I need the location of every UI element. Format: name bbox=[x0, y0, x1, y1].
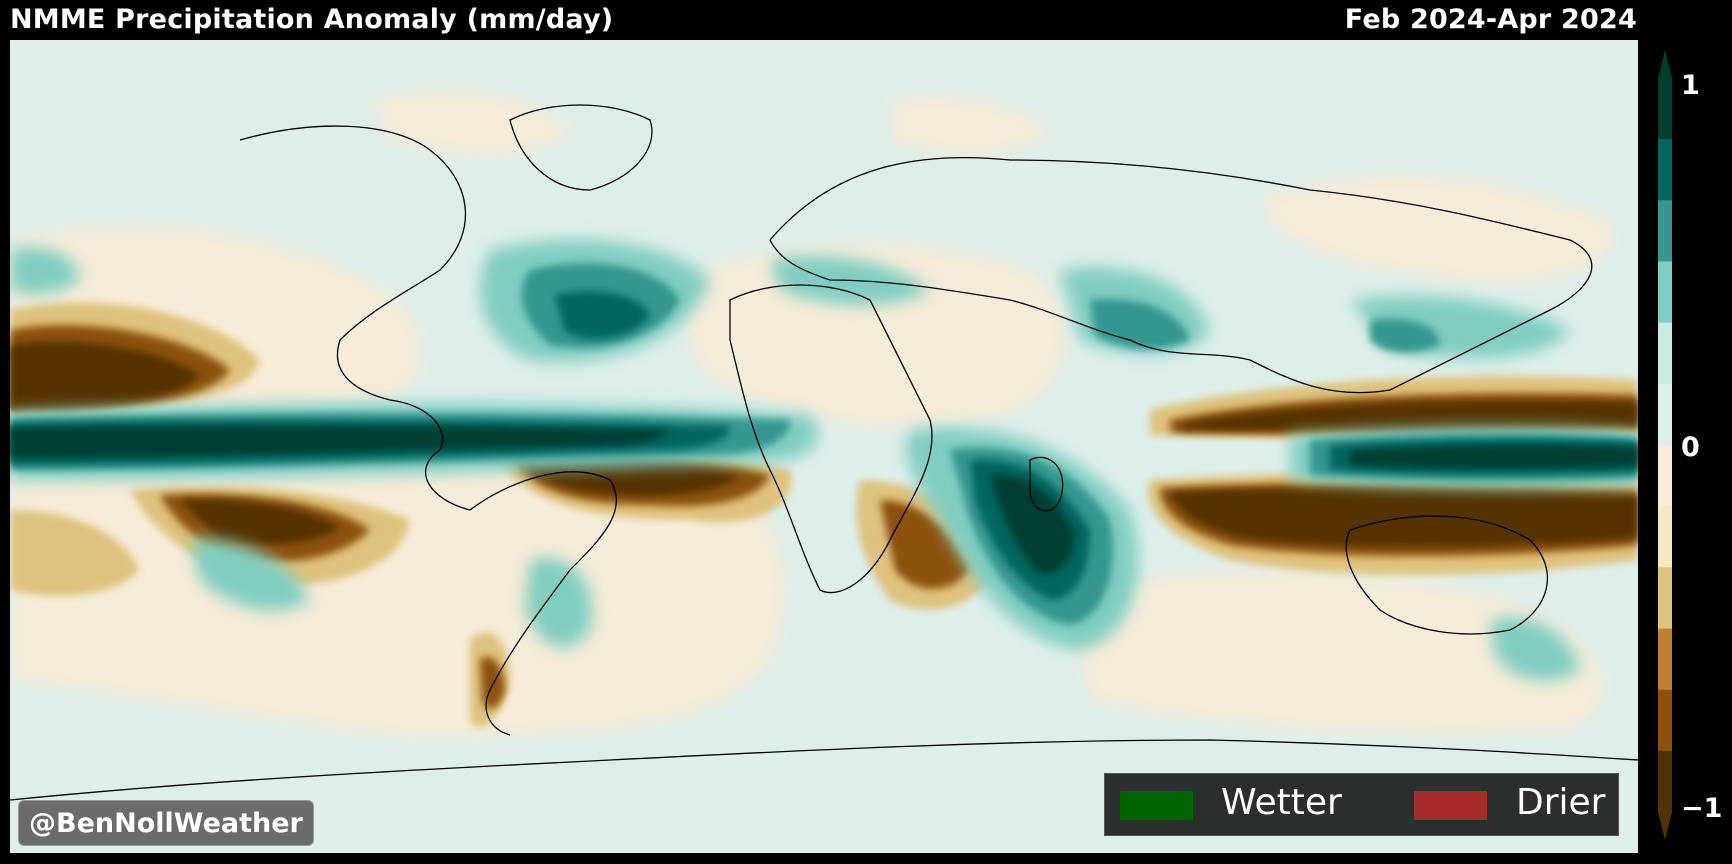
colorbar-segment bbox=[1658, 689, 1672, 752]
colorbar-segment bbox=[1658, 567, 1672, 629]
wet-extreme-region bbox=[10, 425, 1638, 574]
map-title: NMME Precipitation Anomaly (mm/day) bbox=[10, 4, 614, 35]
colorbar-tick-min: −1 bbox=[1681, 793, 1723, 824]
colorbar-segment bbox=[1658, 628, 1672, 691]
wetter-label: Wetter bbox=[1221, 782, 1342, 823]
colorbar-extend-top bbox=[1658, 50, 1672, 78]
legend-box: Wetter Drier bbox=[1104, 773, 1619, 836]
colorbar-segment bbox=[1658, 139, 1672, 201]
colorbar-segment bbox=[1658, 445, 1672, 507]
colorbar-tick-zero: 0 bbox=[1681, 432, 1700, 463]
colorbar-segment bbox=[1658, 506, 1672, 568]
forecast-period: Feb 2024-Apr 2024 bbox=[1344, 4, 1637, 35]
colorbar-segment bbox=[1658, 383, 1672, 446]
colorbar-segment bbox=[1658, 261, 1672, 324]
drier-label: Drier bbox=[1516, 782, 1606, 823]
watermark-label: @BenNollWeather bbox=[18, 800, 314, 846]
colorbar bbox=[1658, 50, 1672, 840]
colorbar-segment bbox=[1658, 200, 1672, 262]
colorbar-tick-max: 1 bbox=[1681, 70, 1700, 101]
wetter-swatch bbox=[1120, 791, 1193, 820]
drier-swatch bbox=[1414, 791, 1487, 820]
colorbar-extend-bottom bbox=[1658, 812, 1672, 840]
colorbar-segment bbox=[1658, 322, 1672, 385]
precipitation-anomaly-map bbox=[10, 40, 1638, 853]
colorbar-segment bbox=[1658, 78, 1672, 140]
coastlines bbox=[10, 104, 1638, 801]
colorbar-segment bbox=[1658, 750, 1672, 813]
